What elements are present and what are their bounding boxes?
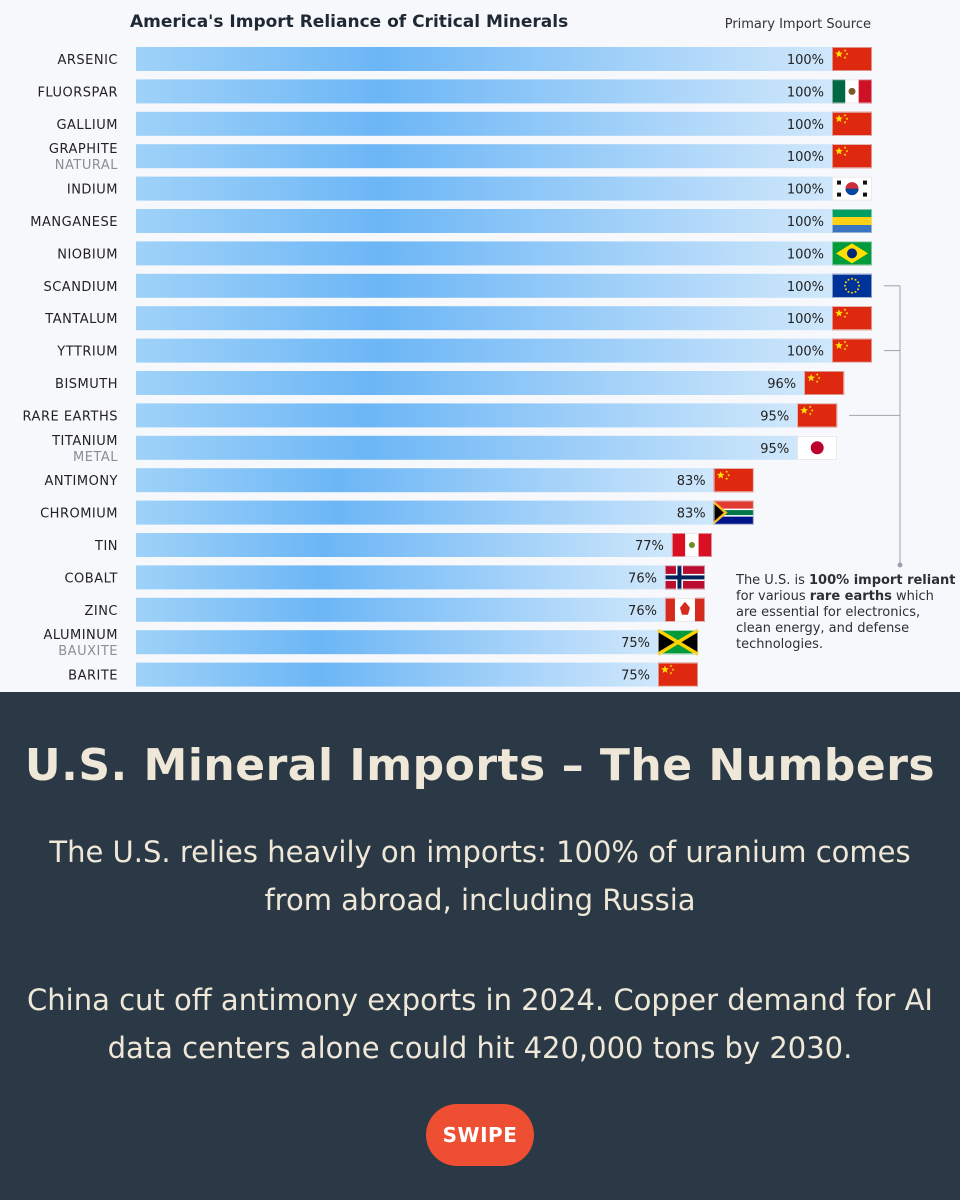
china-flag-icon: China (832, 47, 872, 71)
bar-tantalum (136, 306, 832, 331)
bar-scandium (136, 273, 832, 298)
bar-indium (136, 176, 832, 201)
category-label: MANGANESE (30, 215, 118, 230)
bar-tin (136, 533, 672, 557)
china-flag-icon: China (832, 338, 872, 363)
bar-gallium (136, 111, 832, 136)
category-label: RARE EARTHS (23, 409, 118, 424)
swipe-button[interactable]: SWIPE (426, 1104, 534, 1166)
category-label: SCANDIUM (43, 280, 118, 295)
gabon-flag-icon: Gabon (832, 209, 872, 233)
category-label: COBALT (64, 571, 118, 586)
category-label: BISMUTH (55, 377, 118, 392)
brazil-flag-icon: Brazil (832, 241, 872, 266)
category-label: INDIUM (67, 183, 118, 198)
south-africa-flag-icon: South Africa (713, 500, 754, 525)
category-label: ALUMINUM (43, 628, 118, 643)
info-panel: U.S. Mineral Imports – The Numbers The U… (0, 692, 960, 1200)
category-label: TANTALUM (44, 312, 118, 327)
value-label: 96% (767, 377, 796, 392)
bar-bismuth (136, 371, 805, 395)
chart-title: America's Import Reliance of Critical Mi… (130, 12, 568, 32)
value-label: 77% (635, 539, 664, 554)
bar-titanium (136, 435, 798, 460)
china-flag-icon: China (713, 468, 754, 493)
category-label: YTTRIUM (56, 345, 118, 360)
value-label: 76% (628, 604, 657, 619)
value-label: 100% (787, 183, 824, 198)
bar-cobalt (136, 565, 665, 590)
value-label: 83% (677, 474, 706, 489)
panel-headline: U.S. Mineral Imports – The Numbers (24, 740, 936, 791)
china-flag-icon: China (804, 371, 845, 395)
value-label: 75% (621, 636, 650, 651)
value-label: 75% (621, 669, 650, 684)
norway-flag-icon: Norway (664, 565, 705, 590)
bar-graphite (136, 144, 832, 169)
bar-chromium (136, 500, 714, 525)
eu-flag-icon: European Union (832, 273, 872, 298)
value-label: 100% (787, 280, 824, 295)
bar-fluorspar (136, 79, 832, 104)
china-flag-icon: China (797, 403, 838, 428)
annotation-note: The U.S. is 100% import reliant for vari… (736, 573, 956, 653)
bar-manganese (136, 209, 832, 233)
category-label: CHROMIUM (40, 507, 118, 522)
value-label: 100% (787, 215, 824, 230)
value-label: 95% (760, 409, 789, 424)
bar-niobium (136, 241, 832, 266)
value-label: 100% (787, 345, 824, 360)
chart-area: America's Import Reliance of Critical Mi… (22, 12, 956, 687)
peru-flag-icon: Peru (671, 533, 712, 557)
value-label: 100% (787, 85, 824, 100)
bar-rare-earths (136, 403, 798, 428)
category-label: ARSENIC (57, 53, 118, 68)
source-header: Primary Import Source (725, 17, 871, 32)
china-flag-icon: China (832, 306, 872, 331)
category-sublabel: NATURAL (55, 158, 118, 173)
category-label: NIOBIUM (57, 247, 118, 262)
value-label: 100% (787, 118, 824, 133)
category-label: ANTIMONY (44, 474, 118, 489)
panel-paragraph-1: The U.S. relies heavily on imports: 100%… (49, 835, 911, 917)
note-bold-2: rare earths (809, 589, 892, 604)
category-label: TITANIUM (51, 434, 118, 449)
category-label: ZINC (84, 604, 118, 619)
category-label: GRAPHITE (49, 142, 118, 157)
category-label: FLUORSPAR (37, 85, 118, 100)
bar-antimony (136, 468, 714, 493)
category-label: TIN (94, 539, 118, 554)
bar-yttrium (136, 338, 832, 363)
value-label: 76% (628, 571, 657, 586)
bar-aluminum (136, 630, 658, 655)
note-text-1: The U.S. is (736, 573, 809, 588)
south-korea-flag-icon: South Korea (832, 176, 872, 201)
note-text-2: for various (736, 589, 810, 604)
value-label: 100% (787, 53, 824, 68)
value-label: 100% (787, 247, 824, 262)
bar-zinc (136, 597, 665, 622)
japan-flag-icon: Japan (797, 435, 838, 460)
value-label: 100% (787, 312, 824, 327)
china-flag-icon: China (832, 111, 872, 136)
value-label: 100% (787, 150, 824, 165)
chart: America's Import Reliance of Critical Mi… (23, 12, 903, 687)
panel-paragraph-2: China cut off antimony exports in 2024. … (27, 983, 933, 1065)
note-bold-1: 100% import reliant (809, 573, 956, 588)
category-label: BARITE (68, 669, 118, 684)
bar-arsenic (136, 47, 832, 71)
bar-barite (136, 662, 658, 687)
category-label: GALLIUM (56, 118, 118, 133)
category-sublabel: METAL (73, 450, 118, 465)
category-sublabel: BAUXITE (58, 644, 118, 659)
canada-flag-icon: Canada (664, 597, 705, 622)
china-flag-icon: China (658, 662, 698, 687)
mexico-flag-icon: Mexico (832, 79, 872, 104)
note-text-3: which are essential for electronics, cle… (736, 589, 934, 652)
jamaica-flag-icon: Jamaica (657, 628, 699, 656)
annotation-bracket (849, 285, 903, 568)
china-flag-icon: China (832, 144, 872, 169)
value-label: 83% (677, 507, 706, 522)
value-label: 95% (760, 442, 789, 457)
